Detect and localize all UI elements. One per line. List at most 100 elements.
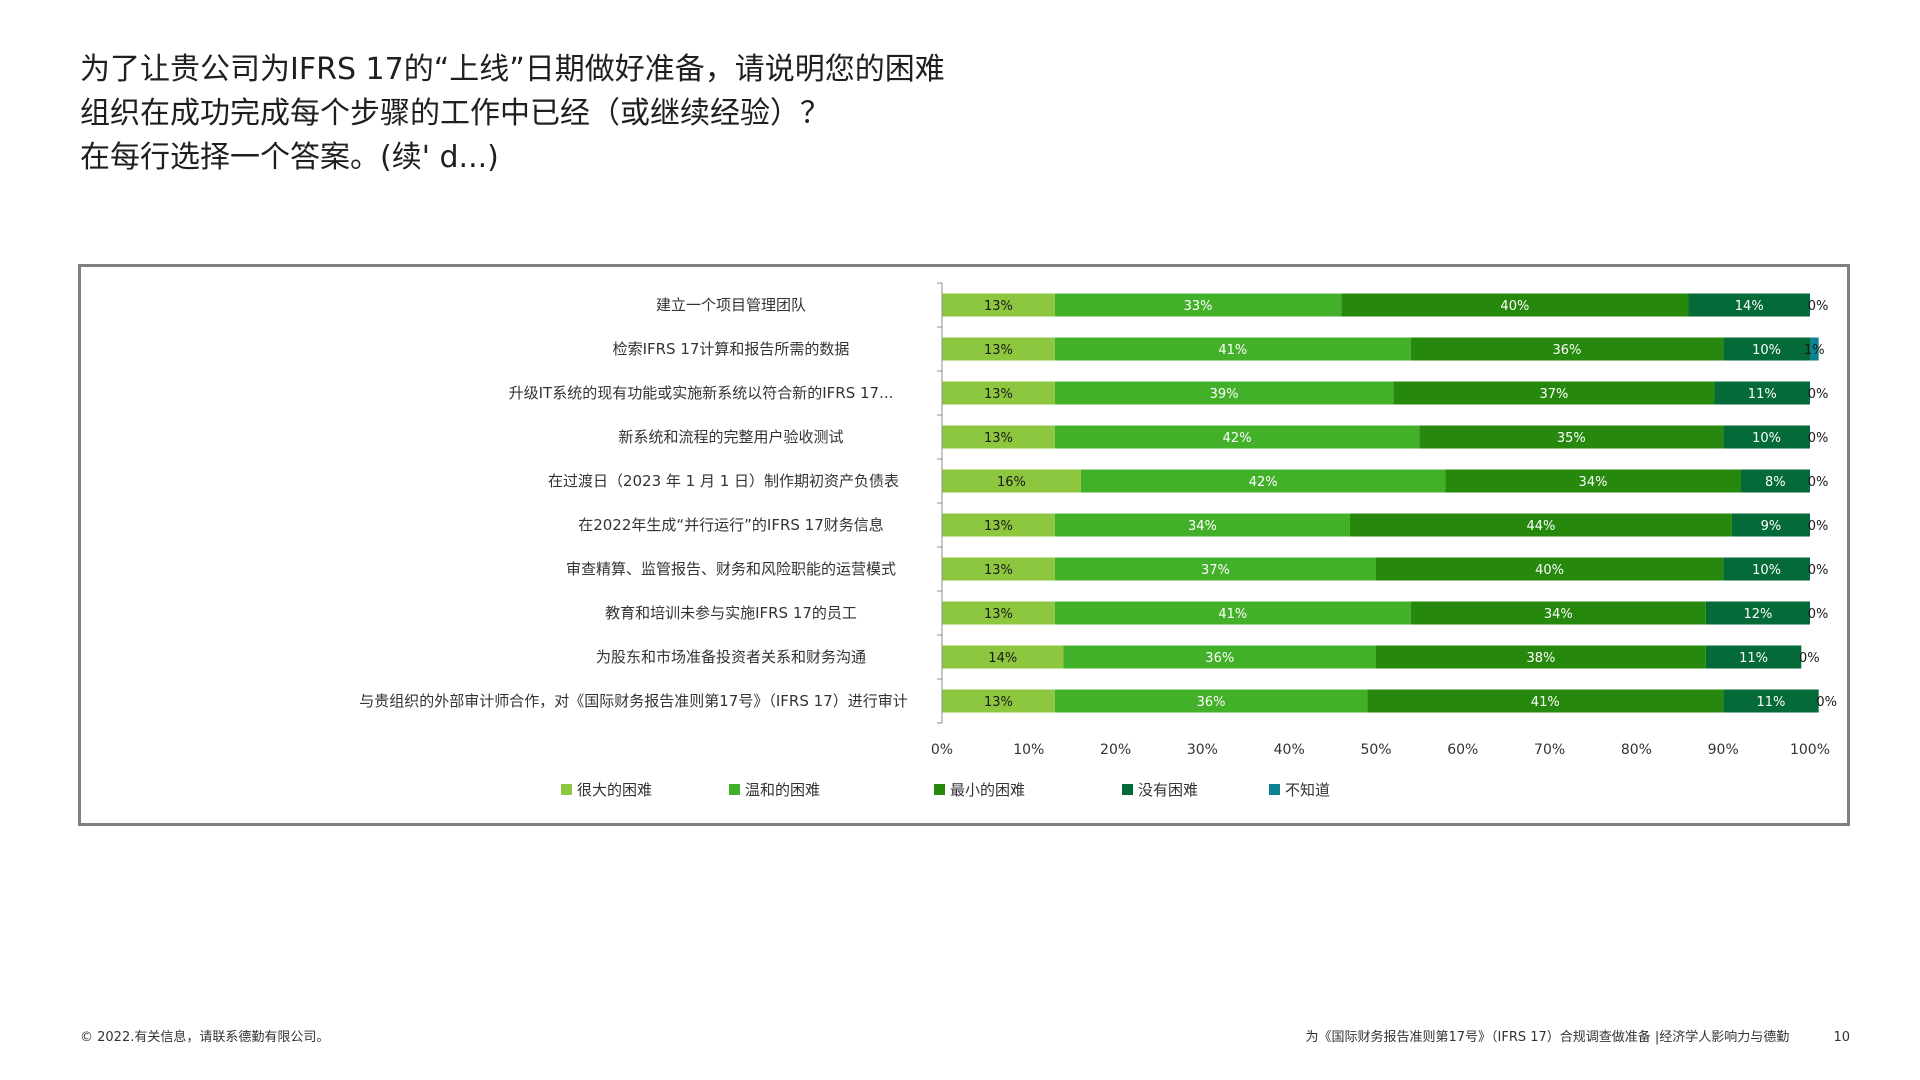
data-label: 0% [1808, 563, 1829, 578]
data-label: 11% [1756, 695, 1785, 710]
bar-segment [1740, 469, 1810, 493]
data-label: 12% [1743, 607, 1772, 622]
legend-label: 不知道 [1285, 781, 1330, 799]
bar-segment [1054, 557, 1376, 581]
legend-swatch [934, 784, 945, 795]
data-label: 35% [1557, 431, 1586, 446]
bar-segment [1723, 425, 1810, 449]
title-line-2: 组织在成功完成每个步骤的工作中已经（或继续经验）？ [80, 96, 830, 131]
legend-label: 很大的困难 [577, 781, 652, 799]
bar-segment [1054, 513, 1350, 537]
x-tick-label: 0% [931, 742, 953, 758]
data-label: 13% [984, 387, 1013, 402]
category-label: 新系统和流程的完整用户验收测试 [618, 428, 843, 446]
bar-segment [942, 425, 1055, 449]
data-label: 40% [1535, 563, 1564, 578]
bar-segment [1080, 469, 1446, 493]
bar-segment [942, 601, 1055, 625]
bar-segment [1723, 557, 1810, 581]
bar-segment [1054, 381, 1394, 405]
data-label: 13% [984, 343, 1013, 358]
bar-segment [1349, 513, 1732, 537]
chart-frame: 建立一个项目管理团队检索IFRS 17计算和报告所需的数据升级IT系统的现有功能… [78, 264, 1850, 826]
bar-segment [942, 469, 1081, 493]
bar-segment [1367, 689, 1724, 713]
title-line-3: 在每行选择一个答案。(续' d...) [80, 140, 499, 175]
data-label: 36% [1205, 651, 1234, 666]
bar-segment [1445, 469, 1741, 493]
category-label: 建立一个项目管理团队 [656, 296, 806, 314]
x-tick-label: 10% [1013, 742, 1044, 758]
bar-segment [942, 557, 1055, 581]
data-label: 0% [1808, 519, 1829, 534]
legend-swatch [1122, 784, 1133, 795]
category-label: 与贵组织的外部审计师合作，对《国际财务报告准则第17号》（IFRS 17）进行审… [359, 692, 907, 710]
category-label: 检索IFRS 17计算和报告所需的数据 [613, 340, 850, 358]
data-label: 11% [1748, 387, 1777, 402]
data-label: 34% [1188, 519, 1217, 534]
data-label: 13% [984, 695, 1013, 710]
x-tick-label: 30% [1187, 742, 1218, 758]
data-label: 14% [1735, 299, 1764, 314]
bar-segment [1419, 425, 1724, 449]
bar-segment [1054, 293, 1342, 317]
bar-segment [1688, 293, 1810, 317]
data-label: 36% [1197, 695, 1226, 710]
bar-segment [1810, 337, 1819, 361]
legend-swatch [561, 784, 572, 795]
footer-source-wrap: 为《国际财务报告准则第17号》（IFRS 17）合规调查做准备 |经济学人影响力… [1305, 1026, 1850, 1045]
data-label: 39% [1210, 387, 1239, 402]
data-label: 14% [988, 651, 1017, 666]
data-label: 44% [1526, 519, 1555, 534]
bar-segment [1731, 513, 1810, 537]
data-label: 9% [1761, 519, 1782, 534]
data-label: 0% [1808, 387, 1829, 402]
page-number: 10 [1833, 1030, 1850, 1045]
bar-segment [1054, 689, 1368, 713]
data-label: 33% [1184, 299, 1213, 314]
data-label: 16% [997, 475, 1026, 490]
data-label: 11% [1739, 651, 1768, 666]
x-tick-label: 40% [1274, 742, 1305, 758]
category-label: 在2022年生成“并行运行”的IFRS 17财务信息 [578, 516, 884, 534]
x-tick-label: 60% [1447, 742, 1478, 758]
bar-segment [1393, 381, 1715, 405]
bar-segment [942, 337, 1055, 361]
data-label: 8% [1765, 475, 1786, 490]
data-label: 34% [1544, 607, 1573, 622]
data-label: 34% [1579, 475, 1608, 490]
data-label: 37% [1539, 387, 1568, 402]
data-label: 37% [1201, 563, 1230, 578]
data-label: 13% [984, 607, 1013, 622]
data-label: 13% [984, 563, 1013, 578]
bar-segment [1714, 381, 1810, 405]
bar-segment [1063, 645, 1376, 669]
footer-copyright: © 2022.有关信息，请联系德勤有限公司。 [80, 1030, 330, 1045]
title-line-1: 为了让贵公司为IFRS 17的“上线”日期做好准备，请说明您的困难 [80, 52, 945, 87]
data-label: 10% [1752, 563, 1781, 578]
data-label: 0% [1808, 431, 1829, 446]
bar-segment [942, 293, 1055, 317]
data-label: 42% [1249, 475, 1278, 490]
category-label: 为股东和市场准备投资者关系和财务沟通 [596, 648, 866, 666]
data-label: 40% [1500, 299, 1529, 314]
legend-label: 没有困难 [1138, 781, 1198, 799]
data-label: 13% [984, 431, 1013, 446]
data-label: 13% [984, 299, 1013, 314]
data-label: 0% [1799, 651, 1820, 666]
bar-segment [1376, 645, 1706, 669]
bar-segment [1341, 293, 1689, 317]
data-label: 41% [1218, 343, 1247, 358]
bar-segment [942, 381, 1055, 405]
bar-segment [1723, 689, 1819, 713]
bar-segment [942, 513, 1055, 537]
bar-segment [1410, 337, 1724, 361]
category-label: 升级IT系统的现有功能或实施新系统以符合新的IFRS 17... [509, 384, 894, 402]
data-label: 0% [1808, 475, 1829, 490]
legend-swatch [1269, 784, 1280, 795]
bar-segment [1376, 557, 1724, 581]
category-label: 在过渡日（2023 年 1 月 1 日）制作期初资产负债表 [548, 472, 899, 490]
bar-segment [1723, 337, 1810, 361]
bar-segment [1410, 601, 1706, 625]
